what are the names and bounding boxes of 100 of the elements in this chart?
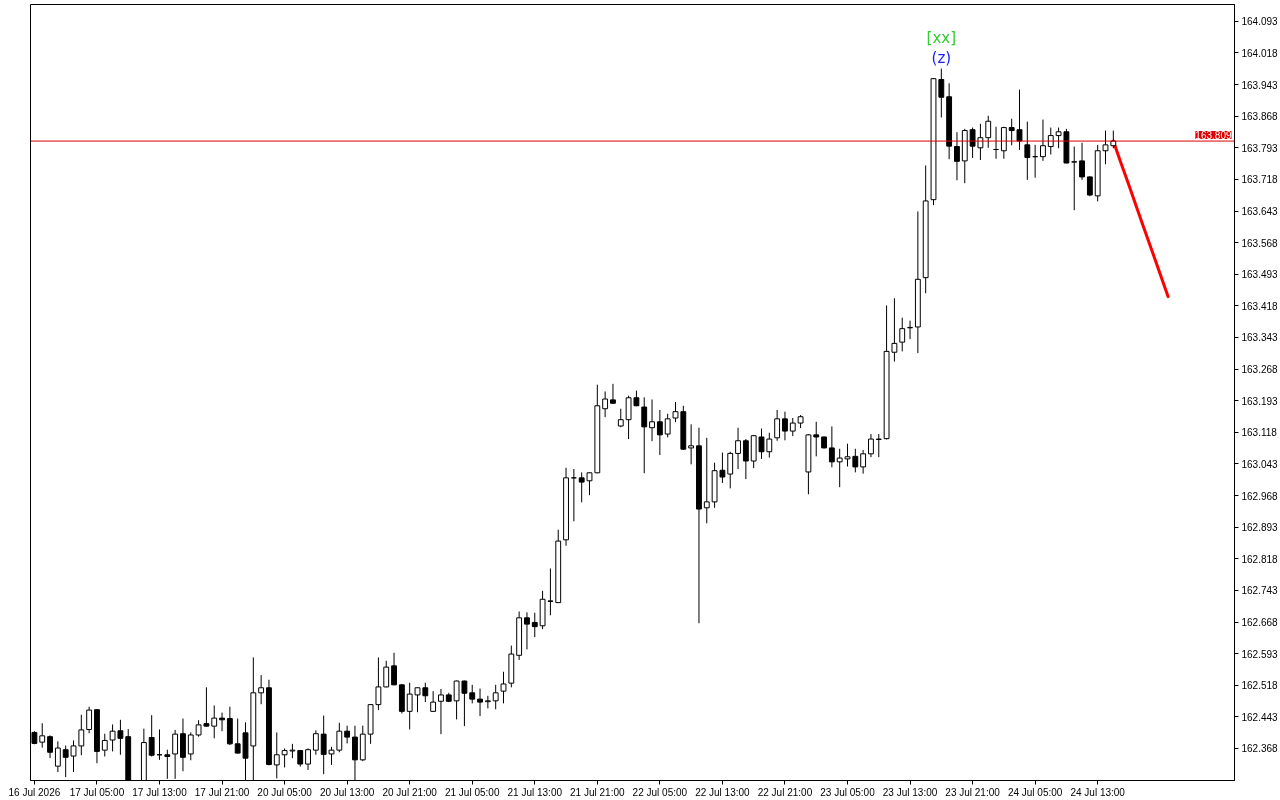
candlestick [641, 396, 648, 474]
candlestick [868, 433, 874, 458]
candlestick [688, 423, 695, 465]
candlestick [305, 747, 311, 771]
candlestick [610, 383, 616, 405]
y-tick-label: 163.118 [1241, 427, 1278, 439]
candlestick [531, 612, 538, 638]
candlestick [78, 714, 85, 756]
candlestick [484, 695, 491, 709]
candlestick [774, 409, 781, 442]
candlestick [477, 688, 483, 717]
candlestick [383, 660, 390, 688]
candlestick [570, 468, 577, 522]
y-tick-label: 163.268 [1241, 364, 1279, 376]
annotation: [xx] [926, 28, 957, 47]
candlestick [735, 427, 741, 470]
y-tick-label: 163.043 [1241, 458, 1279, 470]
candlestick [47, 734, 53, 759]
candlestick [1024, 121, 1031, 181]
y-tick-label: 162.893 [1241, 522, 1279, 534]
y-tick-label: 163.868 [1241, 111, 1279, 123]
candlestick [664, 413, 671, 438]
y-tick-label: 162.818 [1241, 553, 1279, 565]
candlestick [500, 671, 507, 704]
x-tick-label: 17 Jul 05:00 [69, 786, 125, 798]
candlestick [1040, 119, 1046, 162]
candlestick [258, 674, 265, 705]
x-tick-label: 20 Jul 13:00 [319, 786, 375, 798]
x-tick-label: 20 Jul 21:00 [382, 786, 438, 798]
x-tick-label: 23 Jul 21:00 [945, 786, 1001, 798]
x-tick-label: 20 Jul 05:00 [257, 786, 313, 798]
y-tick-label: 162.668 [1241, 617, 1279, 629]
x-tick-label: 22 Jul 13:00 [695, 786, 751, 798]
candlestick [344, 725, 351, 744]
candlestick [860, 449, 867, 475]
y-tick-label: 162.593 [1241, 648, 1279, 660]
x-tick-label: 21 Jul 21:00 [570, 786, 625, 798]
candlestick [782, 411, 788, 441]
y-tick-label: 162.443 [1241, 711, 1279, 723]
y-tick-label: 163.643 [1241, 206, 1279, 218]
y-tick-label: 163.568 [1241, 237, 1279, 249]
y-tick-label: 163.718 [1241, 174, 1279, 186]
annotation: (z) [931, 48, 952, 67]
x-tick-label: 21 Jul 13:00 [507, 786, 563, 798]
y-tick-label: 163.193 [1241, 395, 1279, 407]
candlestick [789, 417, 796, 437]
candlestick [438, 688, 444, 735]
candlestick [1079, 142, 1085, 181]
x-tick-label: 23 Jul 13:00 [882, 786, 938, 798]
x-tick-label: 22 Jul 05:00 [632, 786, 688, 798]
candlestick [813, 421, 820, 457]
y-tick-label: 163.493 [1241, 269, 1279, 281]
candlestick [39, 722, 46, 749]
candlestick [703, 437, 710, 524]
y-tick-label: 162.743 [1241, 585, 1279, 597]
candlestick [391, 652, 397, 686]
candlestick [312, 729, 319, 756]
x-tick-label: 22 Jul 21:00 [757, 786, 813, 798]
y-tick-label: 162.368 [1241, 743, 1279, 755]
y-tick-label: 163.418 [1241, 300, 1279, 312]
candlestick [492, 684, 499, 710]
candlestick [602, 390, 609, 418]
candlestick [727, 451, 734, 489]
x-tick-label: 24 Jul 13:00 [1070, 786, 1126, 798]
x-tick-label: 24 Jul 05:00 [1007, 786, 1063, 798]
candlestick [86, 706, 93, 734]
y-tick-label: 163.793 [1241, 142, 1279, 154]
candlestick [187, 731, 194, 761]
y-tick-label: 164.018 [1241, 47, 1279, 59]
candlestick [54, 740, 61, 773]
candlestick [954, 131, 960, 181]
x-tick-label: 23 Jul 05:00 [820, 786, 876, 798]
candlestick [742, 438, 749, 480]
candlestick [211, 704, 218, 739]
candlestick [273, 731, 280, 779]
candlestick [469, 684, 476, 704]
candlestick [430, 690, 437, 713]
y-tick-label: 162.518 [1241, 680, 1279, 692]
candlestick [656, 409, 663, 456]
y-tick-label: 163.343 [1241, 332, 1279, 344]
x-tick-label: 21 Jul 05:00 [444, 786, 500, 798]
candlestick [101, 733, 108, 757]
candlestick [828, 425, 835, 468]
x-tick-label: 17 Jul 13:00 [132, 786, 188, 798]
candlestick [649, 398, 655, 442]
candlestick [1071, 146, 1078, 211]
candlestick [180, 718, 186, 772]
ref-line-label: 163.809 [1195, 130, 1232, 142]
y-tick-label: 164.093 [1241, 16, 1279, 28]
x-tick-label: 17 Jul 21:00 [194, 786, 250, 798]
candlestick [336, 722, 343, 753]
x-tick-label: 16 Jul 2026 [8, 786, 61, 798]
y-tick-label: 162.968 [1241, 490, 1279, 502]
candlestick [985, 115, 992, 149]
candlestick [524, 611, 530, 650]
candlestick [875, 433, 882, 458]
candlestick [899, 317, 906, 352]
y-tick-label: 163.943 [1241, 79, 1279, 91]
candlestick [148, 714, 155, 757]
candlestick [219, 712, 225, 732]
